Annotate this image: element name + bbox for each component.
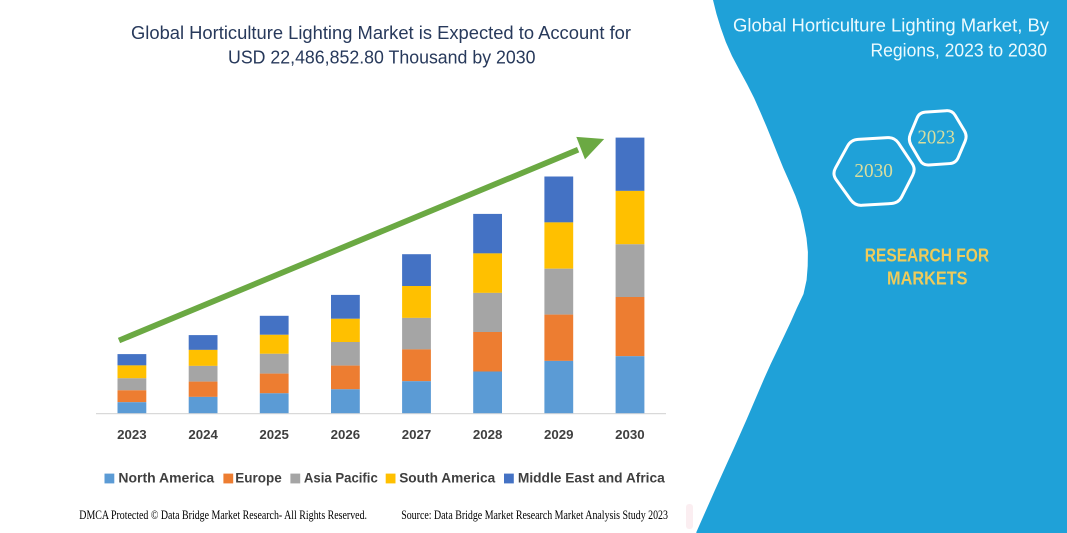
svg-text:Asia Pacific: Asia Pacific [304,470,378,486]
svg-text:2030: 2030 [854,160,893,182]
svg-text:Regions, 2023 to 2030: Regions, 2023 to 2030 [871,40,1048,60]
svg-text:Global Horticulture Lighting M: Global Horticulture Lighting Market is E… [131,23,631,43]
svg-text:2025: 2025 [259,427,289,442]
svg-text:USD 22,486,852.80 Thousand by: USD 22,486,852.80 Thousand by 2030 [228,48,536,68]
svg-text:2030: 2030 [615,427,645,442]
svg-text:Source: Data Bridge Market Res: Source: Data Bridge Market Research Mark… [401,508,668,522]
svg-text:2023: 2023 [117,427,147,442]
svg-text:2028: 2028 [473,427,503,442]
svg-text:2023: 2023 [917,127,955,149]
svg-text:North America: North America [118,470,214,486]
svg-text:DMCA Protected © Data Bridge M: DMCA Protected © Data Bridge Market Rese… [79,508,367,522]
svg-text:MARKETS: MARKETS [887,268,968,289]
svg-text:Middle East and Africa: Middle East and Africa [518,470,665,486]
svg-text:2024: 2024 [188,427,218,442]
svg-text:2029: 2029 [544,427,574,442]
svg-text:South America: South America [399,470,495,486]
svg-text:Global Horticulture Lighting M: Global Horticulture Lighting Market, By [733,15,1049,35]
svg-text:Europe: Europe [235,470,282,486]
svg-text:2026: 2026 [331,427,361,442]
svg-text:2027: 2027 [402,427,432,442]
svg-text:RESEARCH FOR: RESEARCH FOR [865,245,989,266]
